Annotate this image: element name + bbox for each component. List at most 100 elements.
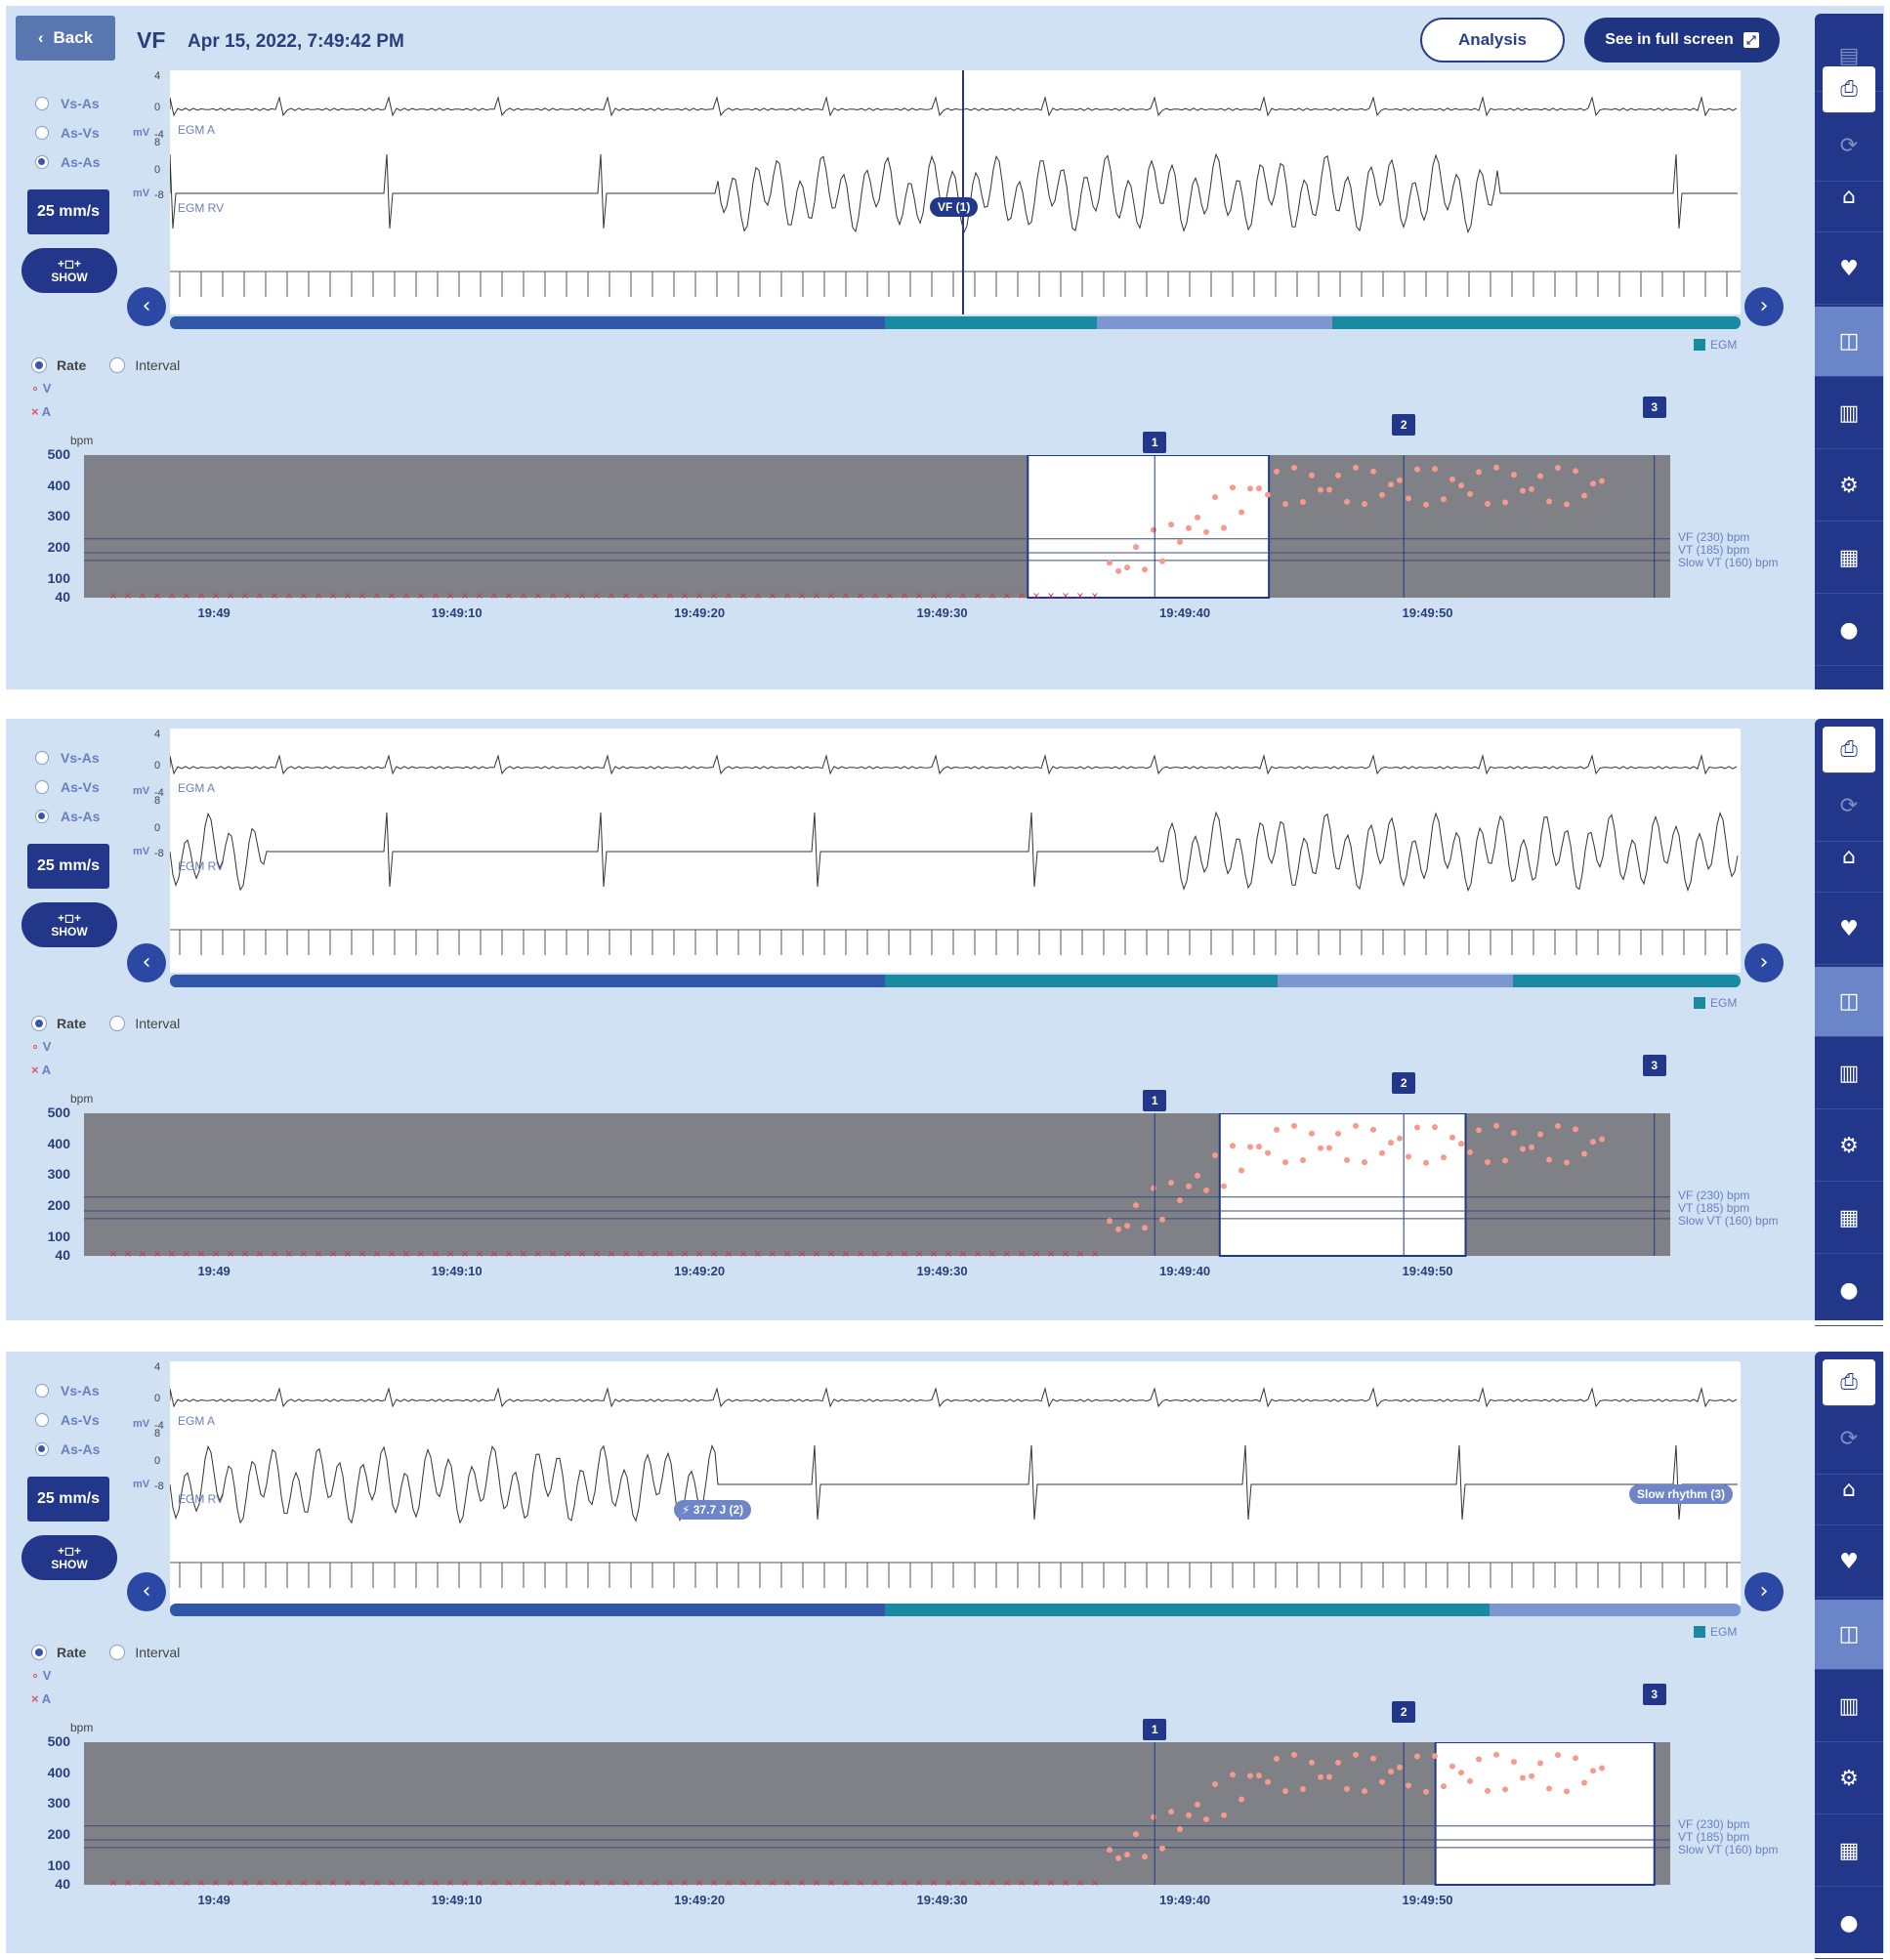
a-rate-marker: × [183,1249,190,1260]
fullscreen-button[interactable]: See in full screen ⤢ [1584,18,1780,63]
v-rate-marker [1546,498,1552,505]
show-button[interactable]: +◻+ SHOW [21,248,117,293]
interval-option-as-as[interactable]: As-As [35,154,100,170]
analysis-button[interactable]: Analysis [1420,18,1565,63]
settings-nav-button[interactable]: ⚙ [1815,451,1883,521]
trend-mode-label[interactable]: Rate [57,1016,87,1031]
trend-nav-button[interactable]: ▥ [1815,1039,1883,1109]
interval-option-as-vs[interactable]: As-Vs [35,1412,100,1428]
interval-option-as-vs[interactable]: As-Vs [35,125,100,141]
back-button[interactable]: ‹ Back [16,16,115,61]
trend-mode-radio-interval[interactable] [109,1016,126,1031]
episode-timeline[interactable] [170,1604,1741,1616]
v-rate-marker [1370,1126,1376,1133]
y-tick-label: 200 [47,1197,70,1214]
trend-nav-button[interactable]: ▥ [1815,379,1883,449]
home-icon: ⌂ [1842,1478,1856,1502]
speed-button[interactable]: 25 mm/s [27,844,109,889]
hearts-nav-button[interactable]: ♥ [1815,1527,1883,1598]
sync-nav-button[interactable]: ⟳ [1815,111,1883,182]
prev-page-button[interactable]: ‹ [127,943,166,982]
v-rate-marker [1344,1785,1350,1792]
interval-option-vs-as[interactable]: Vs-As [35,750,100,766]
trend-mode-label[interactable]: Interval [135,357,181,373]
a-rate-marker: × [901,591,908,602]
segment-badge-1[interactable]: 1 [1143,1719,1167,1740]
trend-mode-radio-interval[interactable] [109,357,126,373]
segment-badge-2[interactable]: 2 [1392,414,1416,436]
interval-option-vs-as[interactable]: Vs-As [35,96,100,111]
print-nav-button[interactable]: ⎙ [1823,727,1875,773]
episode-timeline[interactable] [170,316,1741,329]
prev-page-button[interactable]: ‹ [127,287,166,326]
report-nav-button[interactable]: ▦ [1815,1184,1883,1254]
trend-mode-radio-rate[interactable] [31,1016,47,1031]
speed-button[interactable]: 25 mm/s [27,189,109,234]
segment-badge-3[interactable]: 3 [1642,1684,1666,1705]
episode-timeline[interactable] [170,975,1741,987]
next-page-button[interactable]: › [1744,287,1784,326]
segment-badge-3[interactable]: 3 [1642,1055,1666,1076]
a-rate-marker: × [476,1878,483,1889]
patient-nav-button[interactable]: ● [1815,596,1883,666]
next-page-button[interactable]: › [1744,1572,1784,1611]
patient-nav-button[interactable]: ● [1815,1256,1883,1326]
interval-option-as-vs[interactable]: As-Vs [35,779,100,795]
egm-nav-button[interactable]: ◫ [1815,1600,1883,1670]
shock-marker-tag[interactable]: ⚡ 37.7 J (2) [674,1500,752,1520]
v-rate-marker [1581,1150,1587,1157]
v-rate-marker [1177,1825,1183,1832]
show-button[interactable]: +◻+ SHOW [21,1535,117,1580]
trend-plot-svg[interactable]: × × × × × × × × × × × × × × × × × × × × × × × × × × × × × × × × × × × × × × × ×… [84,455,1672,607]
a-rate-marker: × [637,591,645,602]
home-nav-button[interactable]: ⌂ [1815,162,1883,232]
v-rate-marker [1406,1782,1411,1789]
trend-mode-label[interactable]: Interval [135,1016,181,1031]
show-button[interactable]: +◻+ SHOW [21,902,117,947]
sync-nav-button[interactable]: ⟳ [1815,771,1883,842]
trend-mode-label[interactable]: Rate [57,357,87,373]
egm-nav-button[interactable]: ◫ [1815,307,1883,377]
report-nav-button[interactable]: ▦ [1815,523,1883,594]
hearts-nav-button[interactable]: ♥ [1815,234,1883,305]
home-nav-button[interactable]: ⌂ [1815,822,1883,893]
settings-nav-button[interactable]: ⚙ [1815,1111,1883,1182]
report-nav-button[interactable]: ▦ [1815,1816,1883,1887]
trend-nav-button[interactable]: ▥ [1815,1672,1883,1742]
egm-nav-button[interactable]: ◫ [1815,967,1883,1037]
trend-mode-radio-interval[interactable] [109,1645,126,1660]
settings-nav-button[interactable]: ⚙ [1815,1744,1883,1814]
a-rate-marker: × [798,1249,806,1260]
segment-badge-3[interactable]: 3 [1642,396,1666,418]
trend-plot-svg[interactable]: × × × × × × × × × × × × × × × × × × × × × × × × × × × × × × × × × × × × × × × ×… [84,1742,1672,1895]
segment-badge-1[interactable]: 1 [1143,1090,1167,1111]
trend-plot-svg[interactable]: × × × × × × × × × × × × × × × × × × × × × × × × × × × × × × × × × × × × × × × ×… [84,1113,1672,1266]
trend-mode-label[interactable]: Interval [135,1645,181,1660]
sync-nav-button[interactable]: ⟳ [1815,1404,1883,1475]
interval-option-vs-as[interactable]: Vs-As [35,1383,100,1398]
hearts-nav-button[interactable]: ♥ [1815,895,1883,965]
segment-badge-2[interactable]: 2 [1392,1701,1416,1723]
print-nav-button[interactable]: ⎙ [1823,1359,1875,1406]
segment-badge-1[interactable]: 1 [1143,432,1167,453]
next-page-button[interactable]: › [1744,943,1784,982]
patient-nav-button[interactable]: ● [1815,1889,1883,1959]
interval-option-as-as[interactable]: As-As [35,1441,100,1457]
v-rate-marker [1467,1777,1473,1784]
v-rate-marker [1124,1223,1130,1230]
slow-rhythm-marker-tag[interactable]: Slow rhythm (3) [1629,1484,1734,1504]
interval-option-as-as[interactable]: As-As [35,809,100,824]
segment-badge-2[interactable]: 2 [1392,1072,1416,1094]
speed-button[interactable]: 25 mm/s [27,1477,109,1522]
a-rate-marker: × [945,1249,952,1260]
home-nav-button[interactable]: ⌂ [1815,1455,1883,1525]
print-nav-button[interactable]: ⎙ [1823,66,1875,113]
egm-scale-tick: 8 [154,795,161,807]
v-rate-marker [1230,1772,1236,1778]
prev-page-button[interactable]: ‹ [127,1572,166,1611]
egm-rv-label: EGM RV [178,859,225,873]
vf-marker-tag[interactable]: VF (1) [930,197,979,217]
trend-mode-label[interactable]: Rate [57,1645,87,1660]
trend-mode-radio-rate[interactable] [31,357,47,373]
trend-mode-radio-rate[interactable] [31,1645,47,1660]
